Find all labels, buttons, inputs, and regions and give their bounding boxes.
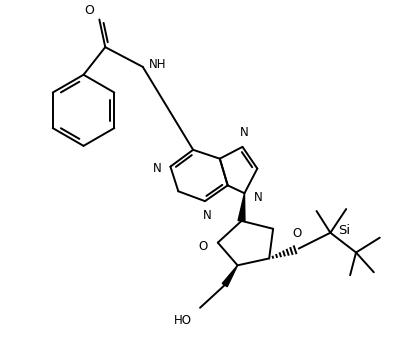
Text: N: N — [254, 191, 263, 204]
Text: HO: HO — [174, 314, 192, 327]
Text: N: N — [203, 209, 211, 222]
Text: O: O — [85, 3, 94, 17]
Text: O: O — [292, 227, 302, 240]
Polygon shape — [238, 193, 245, 221]
Text: O: O — [199, 240, 208, 253]
Text: NH: NH — [149, 58, 166, 71]
Text: Si: Si — [338, 224, 350, 237]
Polygon shape — [222, 265, 238, 287]
Text: N: N — [153, 162, 162, 175]
Text: N: N — [240, 126, 249, 139]
